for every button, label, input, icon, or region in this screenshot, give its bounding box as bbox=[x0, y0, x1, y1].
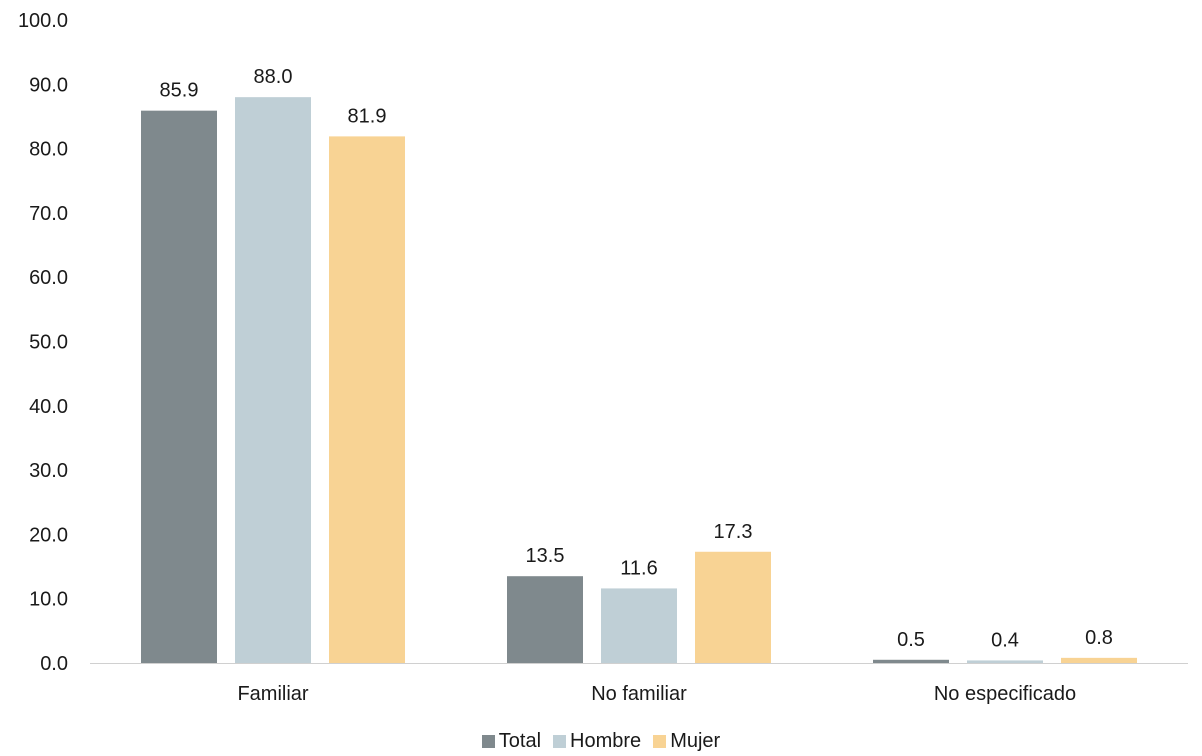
y-tick-label: 60.0 bbox=[29, 267, 68, 289]
bar-hombre-0 bbox=[235, 97, 311, 663]
data-label: 17.3 bbox=[714, 521, 753, 543]
legend-label: Mujer bbox=[670, 730, 721, 752]
y-axis-ticks: 0.0 10.0 20.0 30.0 40.0 50.0 60.0 70.0 80.0 90.0 1… bbox=[18, 10, 68, 675]
legend-item-mujer: Mujer bbox=[653, 730, 720, 753]
bar-hombre-1 bbox=[601, 588, 677, 663]
data-label: 13.5 bbox=[526, 545, 565, 567]
legend-swatch bbox=[553, 735, 567, 748]
data-labels-group: 85.9 88.0 81.9 13.5 11.6 17.3 0.5 0.4 0.8 bbox=[160, 66, 1113, 651]
bar-hombre-2 bbox=[967, 660, 1043, 663]
x-category-label: Familiar bbox=[237, 683, 308, 705]
bar-total-0 bbox=[141, 110, 217, 663]
y-tick-label: 30.0 bbox=[29, 460, 68, 482]
y-tick-label: 80.0 bbox=[29, 139, 68, 161]
data-label: 85.9 bbox=[160, 80, 199, 102]
x-category-label: No familiar bbox=[591, 683, 687, 705]
legend-label: Total bbox=[498, 730, 542, 752]
legend-label: Hombre bbox=[570, 730, 642, 752]
data-label: 88.0 bbox=[254, 66, 293, 88]
legend-swatch bbox=[653, 735, 667, 748]
y-tick-label: 70.0 bbox=[29, 203, 68, 225]
data-label: 0.5 bbox=[897, 629, 925, 651]
bar-total-2 bbox=[873, 659, 949, 663]
bar-chart: 0.0 10.0 20.0 30.0 40.0 50.0 60.0 70.0 80.0 90.0 1… bbox=[18, 10, 1188, 705]
legend: Total Hombre Mujer bbox=[0, 730, 1202, 753]
legend-item-hombre: Hombre bbox=[553, 730, 641, 753]
bar-mujer-2 bbox=[1061, 657, 1137, 663]
y-tick-label: 40.0 bbox=[29, 396, 68, 418]
bar-mujer-0 bbox=[329, 136, 405, 663]
x-category-label: No especificado bbox=[934, 683, 1076, 705]
bar-mujer-1 bbox=[695, 551, 771, 663]
y-tick-label: 10.0 bbox=[29, 589, 68, 611]
bars-group bbox=[141, 97, 1137, 663]
legend-swatch bbox=[481, 735, 495, 748]
data-label: 11.6 bbox=[620, 557, 657, 579]
bar-total-1 bbox=[507, 576, 583, 663]
y-tick-label: 0.0 bbox=[40, 653, 68, 675]
y-tick-label: 20.0 bbox=[29, 524, 68, 546]
y-tick-label: 50.0 bbox=[29, 332, 68, 354]
legend-item-total: Total bbox=[481, 730, 542, 753]
y-tick-label: 90.0 bbox=[29, 74, 68, 96]
data-label: 0.8 bbox=[1085, 627, 1113, 649]
data-label: 0.4 bbox=[991, 629, 1019, 651]
category-labels-group: Familiar No familiar No especificado bbox=[237, 683, 1076, 705]
y-tick-label: 100.0 bbox=[18, 10, 68, 32]
data-label: 81.9 bbox=[348, 105, 387, 127]
